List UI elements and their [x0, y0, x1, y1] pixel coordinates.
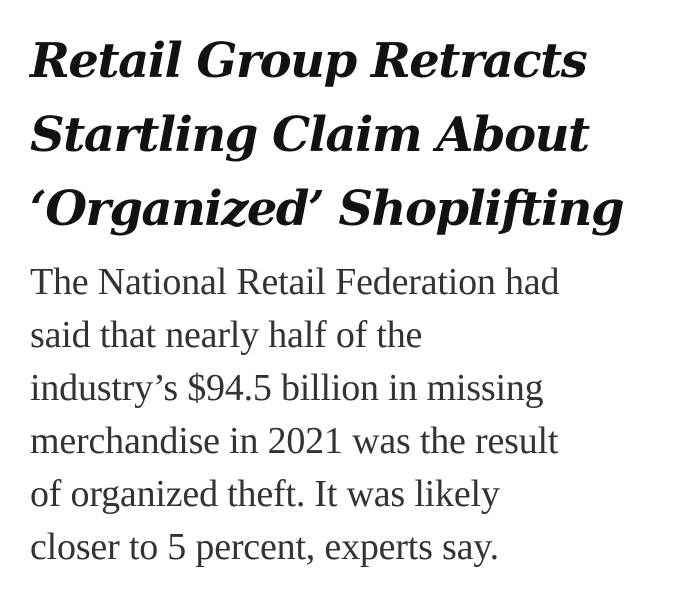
summary-line: industry’s $94.5 billion in missing — [30, 367, 544, 409]
article-headline: Retail Group Retracts Startling Claim Ab… — [30, 24, 660, 246]
article-summary: The National Retail Federation had said … — [30, 256, 660, 574]
summary-line: of organized theft. It was likely — [30, 473, 500, 515]
summary-line: merchandise in 2021 was the result — [30, 420, 559, 462]
summary-line: closer to 5 percent, experts say. — [30, 526, 499, 568]
headline-line: Startling Claim About — [30, 107, 590, 163]
summary-line: said that nearly half of the — [30, 314, 423, 356]
summary-line: The National Retail Federation had — [30, 261, 560, 303]
headline-line: ‘Organized’ Shoplifting — [30, 181, 625, 237]
headline-line: Retail Group Retracts — [30, 33, 588, 89]
news-article: Retail Group Retracts Startling Claim Ab… — [30, 24, 660, 574]
